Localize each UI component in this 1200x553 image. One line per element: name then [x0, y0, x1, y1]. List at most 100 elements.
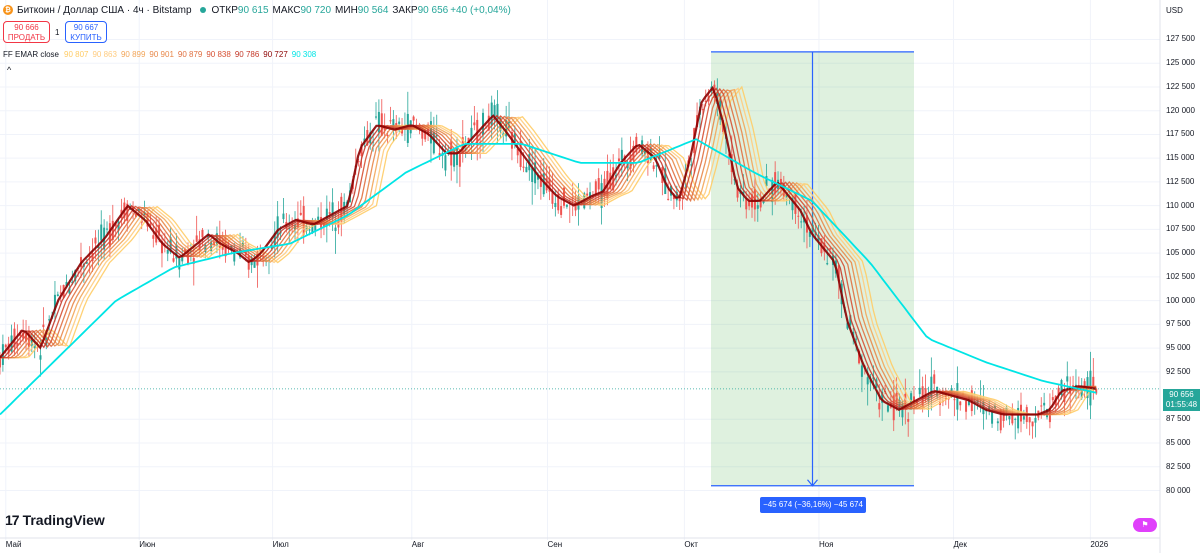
candle-body: [1072, 385, 1075, 388]
candle-body: [878, 403, 881, 410]
candle-body: [149, 223, 152, 226]
ema-ribbon-line: [0, 89, 1097, 416]
sell-label: ПРОДАТЬ: [7, 33, 46, 42]
candle-body: [519, 140, 522, 167]
candle-body: [1092, 376, 1095, 389]
candle-body: [542, 173, 545, 195]
candle-body: [950, 388, 953, 394]
candle-body: [748, 200, 751, 207]
candle-body: [482, 112, 485, 136]
price-tick-label: 127 500: [1166, 34, 1195, 44]
tradingview-logo[interactable]: 17 TradingView: [5, 512, 105, 528]
candle-body: [334, 227, 337, 232]
candle-body: [858, 350, 861, 364]
candle-body: [253, 257, 256, 268]
candle-body: [1017, 407, 1020, 429]
price-tick-label: 105 000: [1166, 248, 1195, 258]
candle-body: [1063, 388, 1066, 402]
candle-body: [169, 237, 172, 253]
us-flag-icon[interactable]: ⚑: [1133, 518, 1157, 532]
price-tick-label: 120 000: [1166, 105, 1195, 115]
candle-body: [1051, 397, 1054, 401]
buy-button[interactable]: 90 667 КУПИТЬ: [65, 21, 107, 43]
candle-body: [392, 119, 395, 130]
chart-header: ₿ Биткоин / Доллар США · 4ч · Bitstamp О…: [0, 0, 513, 20]
candle-body: [74, 270, 77, 282]
candle-body: [328, 212, 331, 214]
candle-body: [389, 120, 392, 122]
ema-ribbon-line: [0, 88, 1097, 416]
price-tick-label: 117 500: [1166, 129, 1195, 139]
candle-body: [701, 109, 704, 111]
currency-label[interactable]: USD: [1166, 6, 1183, 15]
candle-body: [181, 255, 184, 262]
time-tick-label: Июл: [272, 540, 289, 549]
price-tick-label: 110 000: [1166, 200, 1195, 210]
price-tick-label: 80 000: [1166, 485, 1191, 495]
candle-body: [16, 342, 19, 347]
market-open-dot-icon: [199, 7, 206, 13]
candle-body: [27, 330, 30, 348]
candle-body: [924, 388, 927, 399]
candle-body: [386, 134, 389, 136]
candle-body: [308, 229, 311, 231]
candle-body: [305, 226, 308, 231]
time-tick-label: Сен: [547, 540, 563, 549]
candle-body: [375, 116, 378, 118]
candle-body: [817, 235, 820, 242]
candle-body: [276, 216, 279, 238]
candle-body: [539, 174, 542, 187]
candle-body: [215, 233, 218, 246]
ema-ribbon-line: [0, 87, 1097, 416]
price-tick-label: 122 500: [1166, 81, 1195, 91]
candle-body: [282, 213, 285, 220]
candle-body: [435, 134, 438, 137]
candle-body: [137, 208, 140, 212]
measure-arrow-head-icon: [807, 479, 818, 487]
candle-body: [996, 421, 999, 424]
candle-body: [233, 252, 236, 262]
indicator-value: 90 727: [263, 50, 288, 59]
candle-body: [4, 344, 7, 348]
candle-body: [736, 185, 739, 198]
sell-button[interactable]: 90 666 ПРОДАТЬ: [3, 21, 50, 43]
candle-body: [360, 144, 363, 157]
candle-body: [999, 409, 1002, 431]
candle-body: [59, 292, 62, 294]
candle-body: [791, 198, 794, 211]
candle-body: [140, 220, 143, 223]
time-tick-label: Ноя: [818, 540, 834, 549]
candle-body: [930, 376, 933, 398]
candle-body: [111, 220, 114, 240]
candle-body: [765, 176, 768, 187]
collapse-legend-icon[interactable]: ^: [7, 65, 12, 75]
candle-body: [48, 319, 51, 321]
candle-body: [536, 175, 539, 180]
candle-body: [1040, 405, 1043, 407]
candle-body: [953, 399, 956, 401]
price-tick-label: 92 500: [1166, 366, 1191, 376]
candle-body: [525, 166, 528, 173]
candle-body: [516, 148, 519, 156]
candle-body: [22, 332, 25, 339]
candle-body: [678, 197, 681, 202]
indicator-legend[interactable]: FF EMAR close 90 807 90 863 90 899 90 901 90…: [3, 50, 316, 59]
price-tick-label: 112 500: [1166, 176, 1195, 186]
candle-body: [1008, 416, 1011, 420]
candle-body: [866, 377, 869, 385]
candle-body: [620, 149, 623, 161]
candle-body: [643, 151, 646, 155]
candle-body: [612, 167, 615, 191]
candle-body: [314, 221, 317, 231]
candle-body: [464, 146, 467, 151]
close-label: ЗАКР: [392, 4, 418, 16]
candle-body: [496, 103, 499, 124]
symbol-title[interactable]: Биткоин / Доллар США · 4ч · Bitstamp: [17, 4, 192, 16]
candle-body: [33, 343, 36, 349]
measure-zone: [711, 51, 914, 487]
candle-body: [1048, 408, 1051, 423]
buy-label: КУПИТЬ: [70, 33, 102, 42]
high-label: МАКС: [272, 4, 301, 16]
candle-body: [56, 294, 59, 297]
